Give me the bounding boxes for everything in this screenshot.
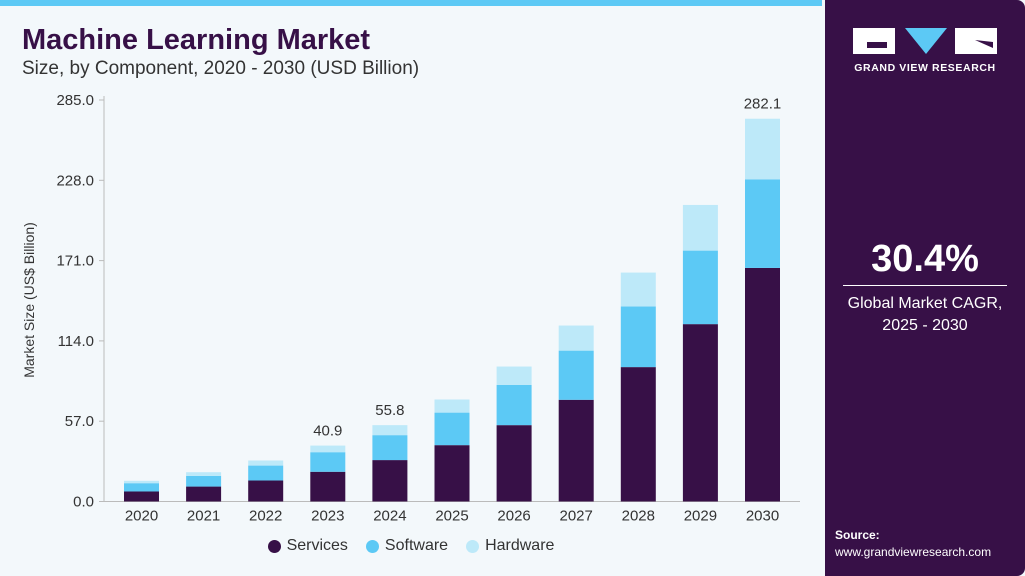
legend-label: Services — [286, 537, 348, 554]
y-tick-label: 0.0 — [73, 494, 94, 511]
stacked-bar-chart: 0.0 57.0 114.0 171.0 228.0 285.0 Market Size (… — [21, 92, 800, 525]
source: Source: www.grandviewresearch.com — [835, 527, 991, 561]
cagr-value: 30.4% — [871, 238, 979, 280]
source-url: www.grandviewresearch.com — [835, 545, 992, 559]
bar-software-2025 — [434, 412, 470, 446]
chart-subtitle: Size, by Component, 2020 - 2030 (USD Bil… — [22, 58, 420, 79]
x-tick-label: 2022 — [249, 508, 282, 525]
bar-hardware-2022 — [248, 460, 284, 466]
bar-services-2023 — [310, 471, 346, 502]
x-tick-label: 2027 — [560, 508, 593, 525]
y-tick-label: 171.0 — [56, 253, 94, 270]
bar-services-2029 — [682, 324, 718, 502]
bar-hardware-2029 — [682, 204, 718, 251]
bar-services-2022 — [248, 480, 284, 502]
x-tick-label: 2025 — [435, 508, 468, 525]
legend: Services Software Hardware — [0, 537, 822, 555]
x-tick-label: 2028 — [622, 508, 655, 525]
bar-services-2021 — [186, 486, 222, 502]
bar-software-2027 — [558, 350, 594, 400]
legend-swatch — [267, 539, 281, 553]
bar-services-2026 — [496, 425, 532, 502]
legend-label: Hardware — [485, 537, 555, 554]
cagr-label-line2: 2025 - 2030 — [882, 317, 968, 334]
data-label: 55.8 — [375, 402, 404, 419]
bar-services-2024 — [372, 460, 408, 502]
bar-hardware-2027 — [558, 325, 594, 351]
bar-hardware-2028 — [620, 272, 656, 307]
x-tick-label: 2026 — [497, 508, 530, 525]
bar-hardware-2021 — [186, 472, 222, 476]
bar-services-2030 — [745, 267, 780, 502]
cagr-label-line1: Global Market CAGR, — [847, 295, 1003, 312]
bar-services-2025 — [434, 445, 470, 502]
legend-label: Software — [384, 537, 449, 554]
bar-software-2030 — [745, 179, 780, 268]
bar-hardware-2025 — [434, 399, 470, 413]
bar-software-2020 — [124, 483, 159, 492]
bar-hardware-2023 — [310, 445, 346, 453]
data-label: 40.9 — [313, 423, 342, 440]
y-axis-label: Market Size (US$ Billion) — [21, 222, 37, 378]
divider — [843, 285, 1007, 286]
y-tick-label: 114.0 — [58, 333, 94, 350]
y-tick-label: 285.0 — [56, 92, 94, 109]
info-panel: GRAND VIEW RESEARCH 30.4% Global Market … — [825, 0, 1025, 576]
bar-hardware-2030 — [745, 118, 780, 180]
legend-item-hardware: Hardware — [466, 537, 554, 555]
x-tick-label: 2021 — [187, 508, 220, 525]
legend-swatch — [466, 539, 480, 553]
x-tick-label: 2030 — [746, 508, 779, 525]
cagr-label: Global Market CAGR, 2025 - 2030 — [825, 293, 1025, 337]
bar-software-2021 — [186, 475, 222, 487]
legend-item-software: Software — [365, 537, 449, 555]
grand-view-research-logo — [853, 28, 997, 54]
bar-software-2026 — [496, 384, 532, 426]
bar-software-2028 — [620, 306, 656, 368]
x-tick-label: 2020 — [125, 508, 158, 525]
source-label: Source: — [835, 528, 880, 542]
x-tick-label: 2024 — [373, 508, 406, 525]
bar-services-2027 — [558, 399, 594, 502]
bar-services-2028 — [620, 367, 656, 502]
chart-title: Machine Learning Market — [22, 24, 371, 56]
accent-bar — [0, 0, 822, 6]
bar-software-2024 — [372, 435, 408, 461]
logo-text: GRAND VIEW RESEARCH — [854, 62, 996, 74]
legend-item-services: Services — [267, 537, 348, 555]
x-tick-label: 2029 — [684, 508, 717, 525]
bar-software-2023 — [310, 452, 346, 472]
bar-hardware-2020 — [124, 480, 159, 484]
bar-services-2020 — [124, 491, 159, 502]
bar-hardware-2026 — [496, 366, 532, 385]
bar-hardware-2024 — [372, 425, 408, 436]
data-label: 282.1 — [744, 96, 782, 113]
bar-software-2022 — [248, 465, 284, 481]
y-tick-label: 228.0 — [56, 172, 94, 189]
x-tick-label: 2023 — [311, 508, 344, 525]
y-tick-label: 57.0 — [65, 413, 94, 430]
bar-software-2029 — [682, 250, 718, 325]
legend-swatch — [365, 539, 379, 553]
